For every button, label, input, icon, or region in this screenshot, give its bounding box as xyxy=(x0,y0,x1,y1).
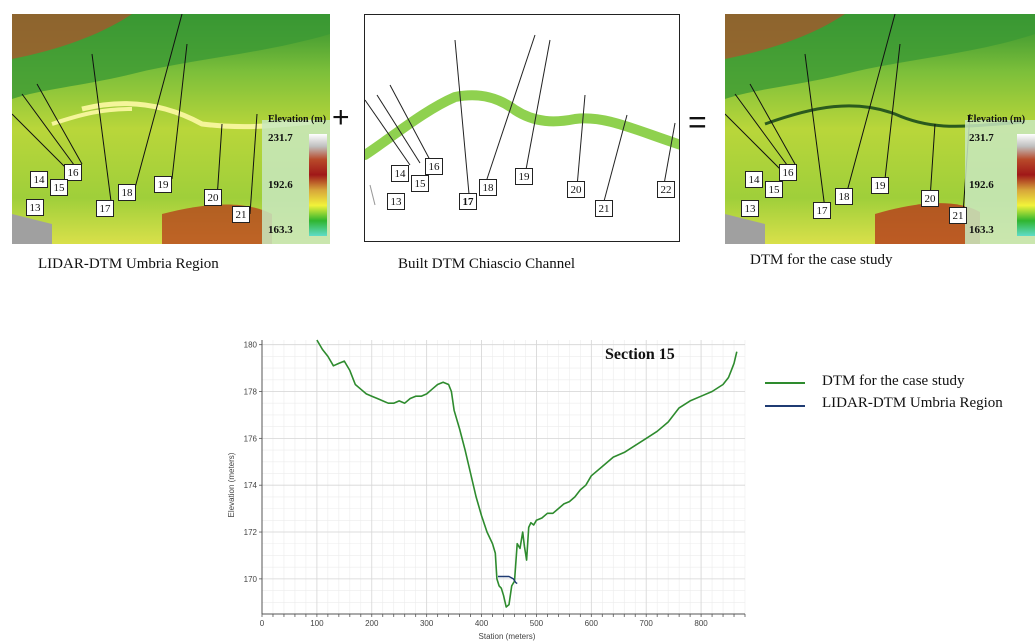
x-tick-label: 800 xyxy=(694,619,708,628)
section-label: 18 xyxy=(835,188,853,205)
chart-title: Section 15 xyxy=(605,346,675,363)
section-label: 19 xyxy=(154,176,172,193)
elevation-max: 231.7 xyxy=(969,132,994,144)
lidar-dtm-terrain xyxy=(12,14,330,244)
section-label: 15 xyxy=(765,181,783,198)
case-study-dtm-map: 14 16 15 13 18 17 19 20 21 Elevation (m)… xyxy=(725,14,1035,244)
plus-operator: + xyxy=(332,101,350,134)
chart-tick-labels: 0 100 200 300 400 500 600 700 800 170 172 174 176 178… xyxy=(244,341,709,628)
x-tick-label: 200 xyxy=(365,619,379,628)
x-tick-label: 300 xyxy=(420,619,434,628)
section-label: 18 xyxy=(479,179,497,196)
chart-major-grid xyxy=(261,340,745,614)
x-axis-label: Station (meters) xyxy=(479,632,536,641)
x-tick-label: 600 xyxy=(585,619,599,628)
section-label: 14 xyxy=(30,171,48,188)
equals-operator: = xyxy=(688,104,707,140)
section-15-chart: 0 100 200 300 400 500 600 700 800 170 172 174 176 178… xyxy=(227,339,746,641)
section-label: 14 xyxy=(745,171,763,188)
chart-minor-grid xyxy=(261,340,746,615)
lidar-dtm-map: 14 16 15 13 18 17 19 20 21 Elevation (m)… xyxy=(12,14,330,244)
section-label: 15 xyxy=(50,179,68,196)
x-tick-label: 500 xyxy=(530,619,544,628)
y-tick-label: 172 xyxy=(244,528,258,537)
series-line-lidar-dtm xyxy=(498,575,518,585)
section-label: 21 xyxy=(595,200,613,217)
y-axis-label: Elevation (meters) xyxy=(227,452,236,517)
section-label: 16 xyxy=(425,158,443,175)
elevation-min: 163.3 xyxy=(969,224,994,236)
section-label: 13 xyxy=(387,193,405,210)
x-tick-label: 0 xyxy=(260,619,265,628)
section-label: 20 xyxy=(204,189,222,206)
chart-series xyxy=(316,339,738,608)
built-dtm-channel-drawing xyxy=(365,34,679,206)
section-label: 15 xyxy=(411,175,429,192)
legend-label-dtm-case: DTM for the case study xyxy=(822,373,965,389)
y-tick-label: 176 xyxy=(244,434,258,443)
section-label: 19 xyxy=(515,168,533,185)
section-label: 21 xyxy=(232,206,250,223)
y-tick-label: 174 xyxy=(244,481,258,490)
section-label: 20 xyxy=(567,181,585,198)
elevation-legend-title: Elevation (m) xyxy=(268,114,327,125)
elevation-legend-title: Elevation (m) xyxy=(967,114,1026,125)
legend-swatch-dtm-case xyxy=(765,382,805,384)
x-tick-label: 400 xyxy=(475,619,489,628)
section-label: 18 xyxy=(118,184,136,201)
section-label: 17 xyxy=(813,202,831,219)
built-dtm-caption: Built DTM Chiascio Channel xyxy=(398,256,576,272)
section-label: 14 xyxy=(391,165,409,182)
section-label: 22 xyxy=(657,181,675,198)
elevation-min: 163.3 xyxy=(268,224,293,236)
case-study-caption: DTM for the case study xyxy=(750,252,893,268)
built-dtm-map: 14 16 15 13 18 17 19 20 21 22 xyxy=(364,14,680,242)
elevation-mid: 192.6 xyxy=(268,179,293,191)
x-tick-label: 700 xyxy=(640,619,654,628)
section-label: 13 xyxy=(26,199,44,216)
y-tick-label: 170 xyxy=(244,575,258,584)
elevation-mid: 192.6 xyxy=(969,179,994,191)
section-label: 13 xyxy=(741,200,759,217)
section-label: 21 xyxy=(949,207,967,224)
legend-swatch-lidar xyxy=(765,405,805,407)
section-label: 19 xyxy=(871,177,889,194)
lidar-dtm-caption: LIDAR-DTM Umbria Region xyxy=(38,256,219,272)
y-tick-label: 178 xyxy=(244,388,258,397)
y-tick-label: 180 xyxy=(244,341,258,350)
case-study-dtm-terrain xyxy=(725,14,1035,244)
section-label: 17 xyxy=(96,200,114,217)
section-label: 20 xyxy=(921,190,939,207)
series-line-dtm-case-study xyxy=(316,339,738,608)
section-label: 16 xyxy=(779,164,797,181)
x-tick-label: 100 xyxy=(310,619,324,628)
legend-label-lidar: LIDAR-DTM Umbria Region xyxy=(822,395,1003,411)
section-label: 16 xyxy=(64,164,82,181)
section-label: 17 xyxy=(459,193,477,210)
chart-axes xyxy=(259,340,746,617)
elevation-max: 231.7 xyxy=(268,132,293,144)
